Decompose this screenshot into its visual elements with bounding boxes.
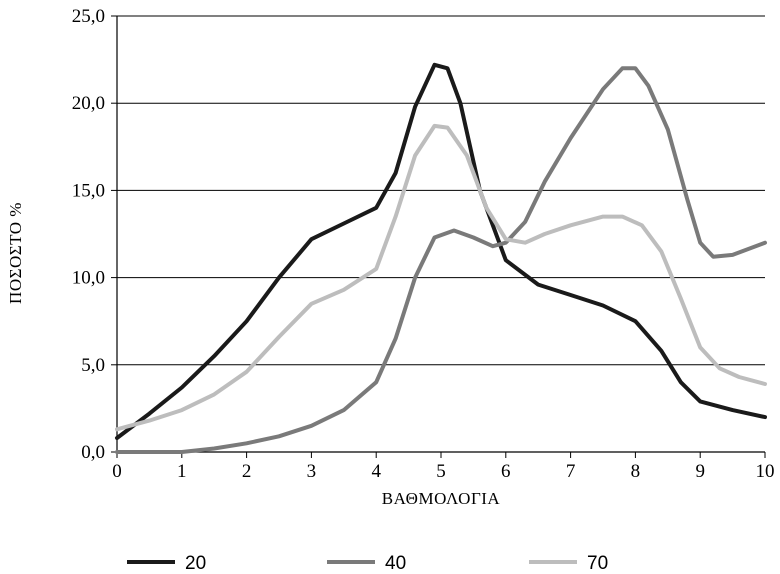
y-tick-labels: 0,0 5,0 10,0 15,0 20,0 25,0 [72, 6, 117, 463]
series-line-20 [115, 62, 767, 440]
x-tick-label: 6 [501, 461, 511, 482]
x-tick-label: 8 [631, 461, 641, 482]
y-tick-label: 0,0 [81, 442, 105, 463]
legend-label-40: 40 [385, 553, 406, 574]
x-tick-label: 5 [436, 461, 446, 482]
x-tick-label: 1 [177, 461, 187, 482]
y-tick-label: 5,0 [81, 355, 105, 376]
legend: 20 40 70 [127, 553, 608, 574]
y-tick-label: 15,0 [72, 180, 105, 201]
y-tick-label: 20,0 [72, 93, 105, 114]
x-tick-label: 2 [242, 461, 252, 482]
x-tick-label: 9 [695, 461, 705, 482]
legend-label-70: 70 [587, 553, 608, 574]
y-tick-label: 25,0 [72, 6, 105, 27]
y-tick-label: 10,0 [72, 268, 105, 289]
x-tick-label: 4 [371, 461, 381, 482]
x-tick-label: 3 [307, 461, 317, 482]
y-axis-title: ΠΟΣΟΣΤΟ % [6, 202, 25, 304]
x-tick-label: 10 [756, 461, 775, 482]
series-line-40 [115, 66, 767, 454]
x-tick-label: 0 [112, 461, 122, 482]
x-tick-labels: 0 1 2 3 4 5 6 7 8 9 10 [112, 452, 775, 482]
series-line-70 [115, 123, 767, 432]
series-lines [115, 62, 767, 454]
x-tick-label: 7 [566, 461, 576, 482]
legend-label-20: 20 [185, 553, 206, 574]
x-axis-title: ΒΑΘΜΟΛΟΓΙΑ [382, 489, 501, 508]
